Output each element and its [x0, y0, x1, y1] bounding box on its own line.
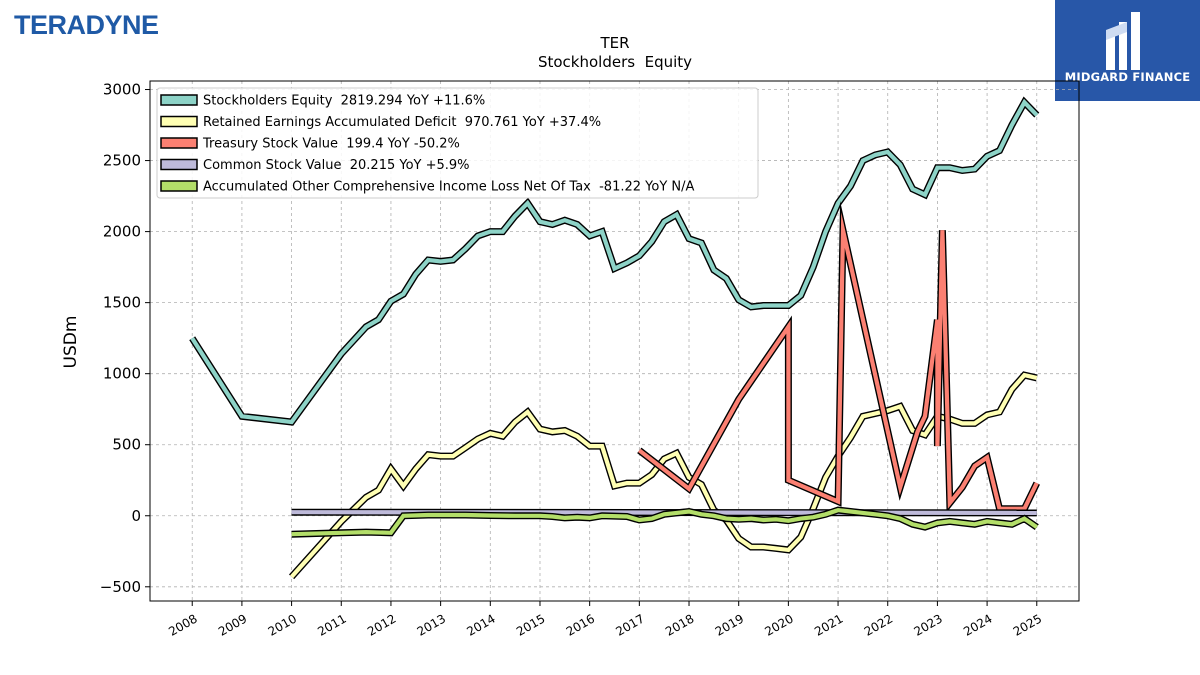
- series-stockholders-equity: [189, 96, 1040, 426]
- x-tick-label: 2018: [663, 611, 696, 638]
- x-tick-label: 2021: [812, 611, 845, 638]
- legend: Stockholders Equity 2819.294 YoY +11.6% R…: [156, 87, 759, 199]
- publisher-emblem-icon: [1106, 12, 1140, 70]
- chart-title: TER: [599, 34, 629, 52]
- x-tick-label: 2011: [315, 611, 348, 638]
- y-tick-label: 2500: [103, 152, 141, 170]
- legend-entry: Retained Earnings Accumulated Deficit 97…: [160, 115, 601, 130]
- series-treasury-stock-value: [637, 200, 1040, 513]
- series-line: [190, 98, 1039, 425]
- legend-label: Common Stock Value 20.215 YoY +5.9%: [203, 158, 470, 173]
- x-tick-label: 2017: [613, 611, 646, 638]
- y-axis-label: USDm: [61, 316, 81, 369]
- series-line: [290, 372, 1038, 579]
- legend-swatch: [160, 115, 198, 128]
- x-tick-label: 2023: [911, 611, 944, 638]
- legend-label: Treasury Stock Value 199.4 YoY -50.2%: [202, 137, 460, 152]
- legend-box: [156, 87, 759, 199]
- x-tick-label: 2015: [514, 611, 547, 638]
- y-tick-label: 500: [112, 436, 141, 454]
- series-accumulated-other-comprehensive-income-loss-net-of-tax: [291, 506, 1039, 538]
- y-tick-label: 1500: [103, 294, 141, 312]
- x-tick-label: 2014: [464, 611, 497, 638]
- x-tick-label: 2016: [564, 611, 597, 638]
- series-line: [638, 212, 1039, 511]
- y-tick-label: 2000: [103, 223, 141, 241]
- chart-subtitle: Stockholders Equity: [538, 53, 692, 71]
- plot-frame: [149, 80, 1080, 602]
- x-tick-label: 2010: [266, 611, 299, 638]
- x-tick-label: 2019: [713, 611, 746, 638]
- x-tick-label: 2009: [216, 611, 249, 638]
- legend-swatch: [160, 158, 198, 171]
- legend-swatch: [160, 137, 198, 149]
- legend-entry: Common Stock Value 20.215 YoY +5.9%: [160, 158, 470, 173]
- legend-label: Retained Earnings Accumulated Deficit 97…: [203, 115, 601, 130]
- y-tick-label: 1000: [103, 365, 141, 383]
- y-tick-label: 0: [131, 507, 141, 525]
- legend-entry: Stockholders Equity 2819.294 YoY +11.6%: [160, 94, 485, 109]
- legend-swatch: [160, 180, 198, 192]
- x-tick-label: 2022: [862, 611, 895, 638]
- publisher-name: MIDGARD FINANCE: [1064, 70, 1191, 84]
- y-tick-label: 3000: [103, 81, 141, 99]
- company-logo: TERADYNE: [14, 10, 159, 40]
- x-tick-label: 2024: [961, 611, 994, 638]
- legend-label: Stockholders Equity 2819.294 YoY +11.6%: [203, 94, 485, 109]
- x-tick-label: 2008: [166, 611, 199, 638]
- series-line: [291, 507, 1038, 537]
- x-tick-label: 2013: [415, 611, 448, 638]
- y-tick-label: −500: [100, 578, 141, 596]
- legend-label: Accumulated Other Comprehensive Income L…: [203, 180, 694, 195]
- series-lines: [189, 96, 1040, 580]
- legend-entry: Accumulated Other Comprehensive Income L…: [160, 180, 694, 195]
- x-tick-label: 2012: [365, 611, 398, 638]
- legend-swatch: [160, 94, 198, 106]
- series-retained-earnings-accumulated-deficit: [288, 371, 1038, 580]
- x-tick-label: 2020: [762, 611, 795, 638]
- legend-entry: Treasury Stock Value 199.4 YoY -50.2%: [160, 137, 460, 152]
- x-tick-label: 2025: [1011, 611, 1044, 638]
